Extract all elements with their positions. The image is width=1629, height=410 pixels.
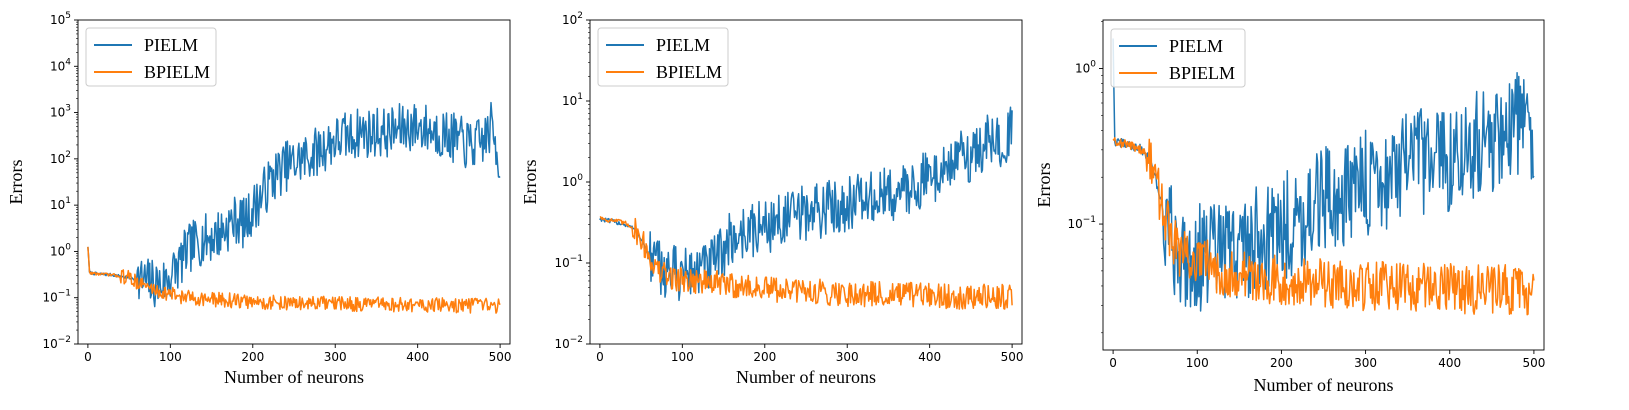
chart-3: 0 100 200 300 400 500 10−1 100 Number of neurons… (1034, 19, 1545, 395)
y-axis-label: Errors (520, 160, 540, 205)
y-tick-label: 10−2 (554, 335, 583, 351)
y-tick-label: 100 (1075, 59, 1096, 75)
chart-2: 0 100 200 300 400 500 10−2 10−1 100 101 102 Number … (520, 11, 1024, 387)
series-line-pielm (599, 106, 1013, 302)
legend: PIELM BPIELM (597, 27, 729, 87)
series-line-pielm (87, 101, 501, 308)
plot-frame (77, 19, 511, 345)
y-tick-label: 101 (50, 196, 71, 212)
x-tick-label: 300 (836, 350, 859, 364)
x-tick-label: 300 (1354, 356, 1377, 370)
y-tick-label: 100 (50, 242, 71, 258)
x-tick-label: 300 (324, 350, 347, 364)
legend-label-bpielm: BPIELM (1169, 63, 1235, 83)
y-tick-label: 10−1 (42, 289, 71, 305)
y-tick-label: 100 (562, 173, 583, 189)
x-tick-label: 100 (1186, 356, 1209, 370)
series-line-bpielm (599, 216, 1013, 310)
legend-label-pielm: PIELM (144, 35, 198, 55)
x-tick-label: 500 (1522, 356, 1545, 370)
x-tick-label: 200 (241, 350, 264, 364)
y-axis-label: Errors (1034, 163, 1054, 208)
series-line-pielm (1112, 38, 1535, 312)
x-tick-label: 100 (159, 350, 182, 364)
legend-label-pielm: PIELM (656, 35, 710, 55)
x-axis-label: Number of neurons (1254, 375, 1394, 395)
y-tick-label: 102 (50, 150, 71, 166)
series-group (87, 101, 501, 314)
plot-frame (1102, 19, 1545, 351)
x-axis-label: Number of neurons (736, 367, 876, 387)
chart-1: 0 100 200 300 400 500 10−2 10−1 100 101 102 103 104 1… (6, 11, 512, 387)
legend-label-bpielm: BPIELM (144, 62, 210, 82)
x-tick-label: 400 (918, 350, 941, 364)
y-tick-label: 103 (50, 104, 71, 120)
x-axis-label: Number of neurons (224, 367, 364, 387)
series-group (599, 106, 1013, 310)
series-line-bpielm (1112, 137, 1535, 316)
y-tick-label: 10−2 (42, 335, 71, 351)
x-tick-label: 200 (753, 350, 776, 364)
y-tick-label: 102 (562, 11, 583, 27)
legend: PIELM BPIELM (85, 27, 217, 87)
x-tick-label: 100 (671, 350, 694, 364)
x-tick-label: 0 (596, 350, 604, 364)
legend-label-pielm: PIELM (1169, 36, 1223, 56)
x-tick-label: 400 (1438, 356, 1461, 370)
legend-label-bpielm: BPIELM (656, 62, 722, 82)
x-tick-label: 500 (489, 350, 512, 364)
y-tick-label: 101 (562, 92, 583, 108)
y-tick-label: 10−1 (554, 254, 583, 270)
y-axis-label: Errors (6, 160, 26, 205)
x-tick-label: 0 (84, 350, 92, 364)
x-tick-label: 200 (1270, 356, 1293, 370)
x-tick-label: 500 (1001, 350, 1024, 364)
x-tick-label: 400 (406, 350, 429, 364)
y-tick-label: 105 (50, 11, 71, 27)
legend: PIELM BPIELM (1110, 28, 1246, 88)
y-tick-label: 104 (50, 57, 71, 73)
x-tick-label: 0 (1109, 356, 1117, 370)
y-tick-label: 10−1 (1067, 215, 1096, 231)
series-group (1112, 38, 1535, 316)
series-line-bpielm (87, 246, 501, 314)
